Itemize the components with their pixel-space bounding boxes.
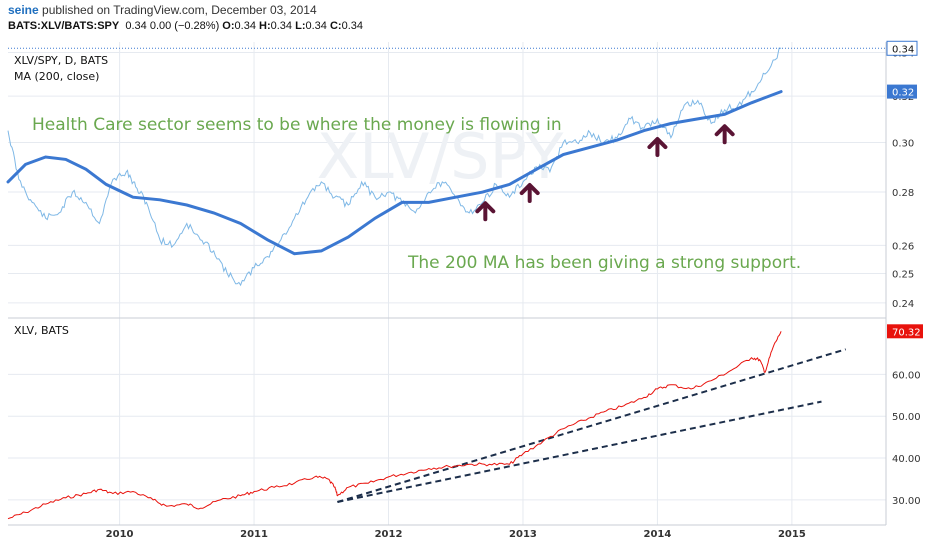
xlv-axis-tick-label: 60.00 (892, 370, 921, 381)
publish-header: seine published on TradingView.com, Dece… (8, 3, 317, 17)
support-arrow-icon (647, 137, 668, 158)
low-value: 0.34 (305, 20, 327, 32)
close-value: 0.34 (341, 20, 364, 32)
xlv-price-line (7, 331, 782, 520)
high-value: 0.34 (270, 20, 293, 32)
support-arrows (475, 124, 735, 222)
grid-lines (8, 42, 887, 526)
low-label: L: (295, 20, 306, 32)
support-arrow-icon (714, 124, 735, 145)
trendline-lower (337, 400, 822, 503)
legend-ratio: XLV/SPY, D, BATS (14, 54, 108, 67)
open-label: O: (222, 20, 235, 32)
ratio-axis-tick-label: 0.30 (892, 138, 914, 149)
ratio-axis-tick-label: 0.25 (892, 270, 914, 281)
time-axis-tick-label: 2013 (509, 529, 537, 540)
xlv-price-tag-label: 70.32 (892, 327, 921, 338)
xlv-axis-tick-label: 30.00 (892, 496, 921, 507)
annotation-money-flow: Health Care sector seems to be where the… (32, 115, 562, 135)
publish-info: published on TradingView.com, December 0… (42, 3, 317, 17)
time-axis-tick-label: 2010 (106, 529, 134, 540)
legend-ma: MA (200, close) (14, 70, 99, 83)
xlv-axis-tick-label: 40.00 (892, 454, 921, 465)
xlv-price-tag (887, 324, 923, 339)
time-axis-tick-label: 2012 (375, 529, 403, 540)
ratio-axis-tick-label: 0.28 (892, 188, 914, 199)
quote-change: 0.34 0.00 (−0.28%) (125, 20, 220, 32)
last-price-tag (886, 40, 918, 56)
time-axis-tick-label: 2011 (240, 529, 268, 540)
ratio-price-axis[interactable]: 0.240.250.260.280.300.320.340.340.32 (886, 40, 918, 310)
support-arrow-icon (475, 201, 496, 222)
ratio-series-line (7, 47, 782, 287)
support-arrow-icon (519, 183, 540, 204)
xlv-price-axis[interactable]: 30.00 40.00 50.00 60.00 70.32 (887, 324, 923, 507)
watermark: XLV/SPY (317, 120, 564, 193)
trendline-upper (337, 348, 846, 503)
xlv-axis-tick-label: 50.00 (892, 412, 921, 423)
last-price-tag-label: 0.34 (892, 44, 914, 55)
author-link[interactable]: seine (8, 3, 39, 17)
ratio-pane[interactable]: XLV/SPY XLV/SPY, D, BATS MA (200, close)… (6, 47, 886, 287)
ratio-axis-tick-label: 0.24 (892, 299, 914, 310)
ratio-axis-tick-label: 0.26 (892, 241, 914, 252)
price-pane[interactable]: XLV, BATS (7, 324, 846, 520)
open-value: 0.34 (234, 20, 256, 32)
time-axis[interactable]: 2010 2011 2012 2013 2014 2015 (106, 529, 806, 540)
time-axis-tick-label: 2015 (778, 529, 806, 540)
legend-xlv: XLV, BATS (14, 324, 69, 337)
time-axis-tick-label: 2014 (644, 529, 672, 540)
symbol-name: BATS:XLV/BATS:SPY (8, 20, 120, 32)
quote-header: BATS:XLV/BATS:SPY 0.34 0.00 (−0.28%) O:0… (8, 20, 363, 32)
high-label: H: (259, 20, 271, 32)
ma-series-line (6, 90, 783, 256)
ma-value-tag (887, 84, 917, 99)
close-label: C: (329, 20, 342, 32)
ma-value-tag-label: 0.32 (892, 88, 914, 99)
annotation-ma-support: The 200 MA has been giving a strong supp… (407, 253, 801, 273)
